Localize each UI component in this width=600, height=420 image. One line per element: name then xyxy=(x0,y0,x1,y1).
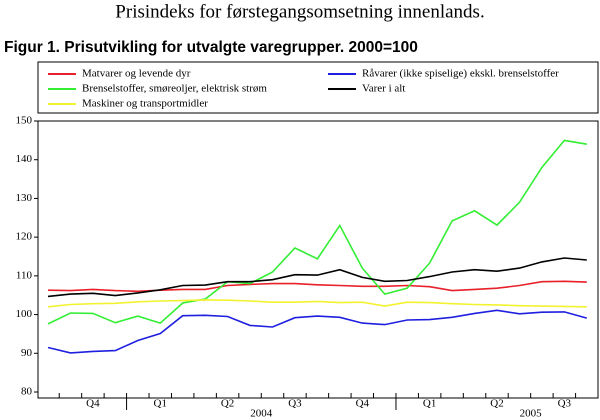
y-tick-label: 110 xyxy=(16,269,33,281)
legend-label: Varer i alt xyxy=(362,83,405,95)
chart-title: Figur 1. Prisutvikling for utvalgte vare… xyxy=(4,39,418,56)
y-tick-label: 100 xyxy=(16,308,33,320)
year-label: 2004 xyxy=(250,408,273,420)
page-header: Prisindeks for førstegangsomsetning inne… xyxy=(115,1,484,22)
plot-frame xyxy=(37,120,599,399)
legend-label: Råvarer (ikke spiselige) ekskl. brensels… xyxy=(362,68,559,80)
legend-label: Maskiner og transportmidler xyxy=(82,98,208,110)
y-tick-label: 150 xyxy=(16,115,33,127)
y-tick-label: 120 xyxy=(16,231,33,243)
series-line xyxy=(47,257,587,298)
y-tick-label: 90 xyxy=(21,347,33,359)
x-tick-label: Q2 xyxy=(490,398,503,410)
x-tick-label: Q4 xyxy=(356,398,370,410)
x-tick-label: Q3 xyxy=(288,398,302,410)
y-tick-label: 130 xyxy=(16,192,33,204)
x-tick-label: Q2 xyxy=(221,398,234,410)
legend-label: Matvarer og levende dyr xyxy=(82,68,191,80)
series-line xyxy=(47,299,587,308)
x-tick-label: Q1 xyxy=(154,398,167,410)
legend-box xyxy=(37,61,599,114)
y-tick-label: 140 xyxy=(16,153,33,165)
x-tick-label: Q4 xyxy=(86,398,100,410)
x-tick-label: Q1 xyxy=(423,398,436,410)
y-tick-label: 80 xyxy=(21,386,33,398)
series-line xyxy=(47,139,587,325)
x-tick-label: Q3 xyxy=(558,398,572,410)
series-line xyxy=(47,280,587,293)
series-line xyxy=(47,309,588,354)
year-label: 2005 xyxy=(520,408,543,420)
legend-label: Brenselstoffer, smøreoljer, elektrisk st… xyxy=(82,83,267,95)
